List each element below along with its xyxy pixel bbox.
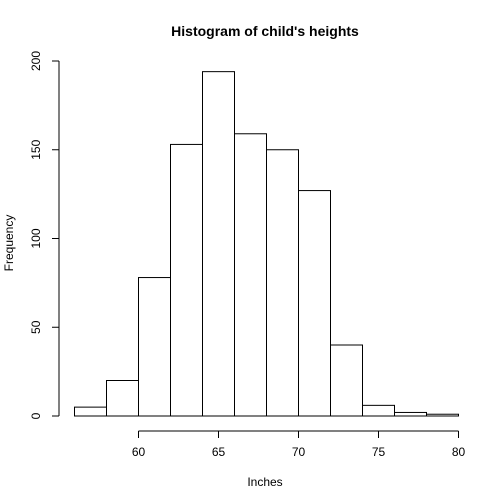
x-tick-label: 75 [372,445,386,459]
histogram-bar [394,411,427,417]
y-axis: 0 50 100 150 200 [29,51,60,419]
histogram-bar [362,404,395,417]
y-tick-label: 100 [29,228,43,248]
x-tick-label: 60 [132,445,146,459]
histogram-bar [74,406,107,417]
bars-group [74,71,459,417]
x-tick-label: 80 [452,445,466,459]
chart-title: Histogram of child's heights [171,23,359,39]
y-axis-label: Frequency [2,215,16,272]
x-axis: 60 65 70 75 80 [132,430,466,459]
histogram-bar [298,190,331,417]
y-tick-label: 0 [29,412,43,419]
histogram-bar [170,143,203,417]
histogram-bar [266,149,299,417]
y-tick-label: 200 [29,51,43,71]
x-tick-label: 65 [212,445,226,459]
histogram-bar [106,380,139,417]
histogram-bar [234,133,267,417]
histogram-bar [138,277,171,417]
y-tick-label: 150 [29,139,43,159]
histogram-bar [202,71,235,417]
y-tick-label: 50 [29,320,43,334]
x-axis-label: Inches [247,475,282,489]
histogram-bar [426,413,459,417]
x-tick-label: 70 [292,445,306,459]
histogram-bar [330,344,363,417]
